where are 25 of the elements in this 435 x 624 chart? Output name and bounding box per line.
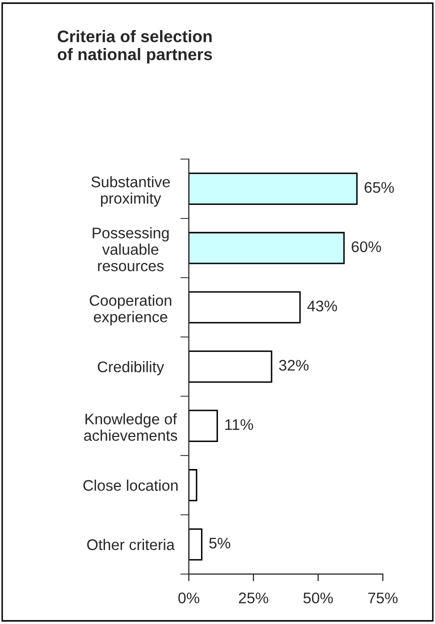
bar	[188, 232, 345, 264]
y-tick-label: Cooperation experience	[90, 294, 172, 326]
x-tick-label: 50%	[303, 592, 333, 604]
y-tick-label: Other criteria	[87, 538, 175, 550]
bar	[188, 172, 358, 205]
bar	[188, 410, 218, 442]
data-label: 43%	[307, 300, 337, 312]
data-label: 65%	[364, 182, 394, 193]
y-tick-label: Possessing valuable resources	[92, 227, 169, 272]
x-tick-label: 75%	[368, 592, 398, 604]
bar	[188, 291, 301, 324]
chart-title: Criteria of selection of national partners	[58, 30, 212, 64]
bar	[188, 350, 272, 383]
bar	[188, 528, 202, 561]
y-tick-label: Credibility	[98, 361, 164, 376]
bar	[188, 469, 198, 502]
y-tick-label: Close location	[83, 480, 178, 491]
x-tick-label: 0%	[178, 592, 200, 604]
data-label: 11%	[225, 419, 254, 430]
y-tick-label: Knowledge of achievements	[84, 413, 178, 441]
x-tick-label: 25%	[238, 592, 268, 604]
data-label: 60%	[352, 241, 381, 252]
y-tick-label: Substantive proximity	[91, 176, 170, 207]
data-label: 5%	[209, 538, 230, 549]
data-label: 32%	[279, 360, 309, 371]
